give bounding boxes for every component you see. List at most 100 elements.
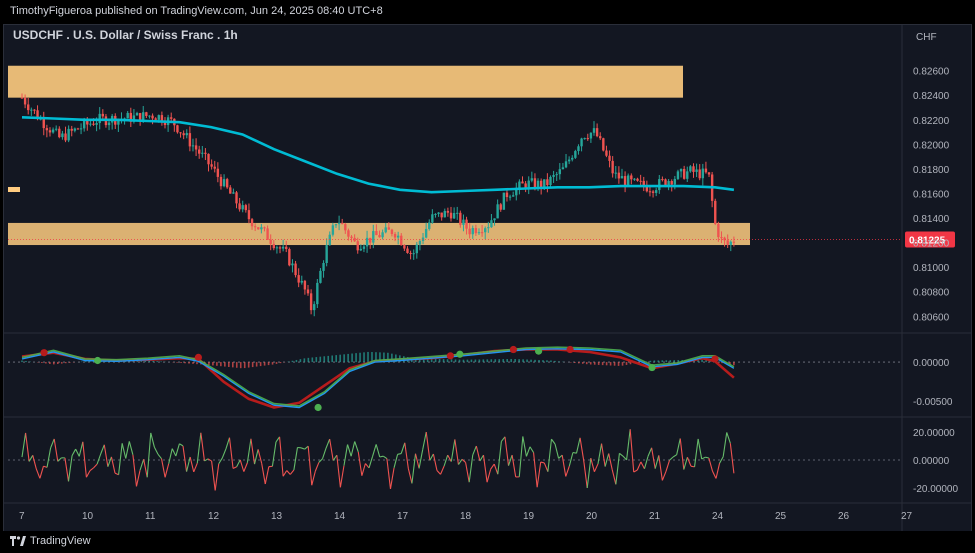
price-tick-label: 0.82200 bbox=[913, 116, 950, 127]
candle-body bbox=[197, 149, 201, 154]
candle-body bbox=[384, 227, 387, 233]
time-tick-label: 20 bbox=[586, 511, 598, 522]
oscillator-segment bbox=[676, 438, 681, 455]
candle-body bbox=[235, 192, 238, 204]
moving-average-line bbox=[21, 116, 735, 194]
oscillator-segment bbox=[35, 468, 41, 479]
candle-body bbox=[530, 178, 534, 181]
oscillator-segment bbox=[590, 458, 595, 472]
oscillator-segment bbox=[282, 470, 288, 477]
candle-body bbox=[300, 280, 303, 283]
oscillator-segment bbox=[264, 466, 270, 485]
oscillator-segment bbox=[318, 458, 323, 463]
oscillator-segment bbox=[461, 458, 466, 463]
oscillator-segment bbox=[726, 432, 731, 444]
oscillator-segment bbox=[110, 456, 116, 474]
candle-body bbox=[499, 204, 502, 210]
oscillator-segment bbox=[186, 456, 191, 472]
candle-body bbox=[574, 151, 577, 158]
oscillator-segment bbox=[189, 456, 195, 473]
candle-body bbox=[524, 183, 527, 189]
oscillator-segment bbox=[715, 463, 721, 479]
chart-svg[interactable]: 0.81225 0.82600 0.82400 0.82200 0.82000 0.81… bbox=[4, 25, 971, 532]
candle-body bbox=[611, 160, 614, 174]
candle-body bbox=[157, 115, 160, 120]
oscillator-segment bbox=[497, 441, 502, 475]
candle-body bbox=[281, 246, 285, 249]
oscillator-segment bbox=[486, 469, 492, 483]
oscillator-segment bbox=[343, 444, 349, 466]
oscillator-segment bbox=[164, 463, 170, 478]
candle-body bbox=[592, 128, 596, 133]
oscillator-segment bbox=[100, 444, 105, 455]
oscillator-segment bbox=[332, 454, 338, 461]
candle-body bbox=[589, 132, 593, 139]
candle-body bbox=[117, 119, 120, 125]
oscillator-segment bbox=[300, 447, 305, 450]
candle-body bbox=[253, 226, 257, 228]
candle-body bbox=[571, 157, 574, 160]
candle-body bbox=[142, 112, 145, 122]
oscillator-segment bbox=[239, 459, 245, 472]
oscillator-segment bbox=[719, 456, 724, 464]
candle-body bbox=[667, 181, 670, 186]
last-price-label: 0.81225 bbox=[909, 236, 946, 247]
tradingview-logo[interactable]: TradingView bbox=[10, 535, 91, 547]
candle-body bbox=[194, 145, 198, 150]
oscillator-segment bbox=[425, 431, 431, 461]
oscillator-segment bbox=[414, 453, 420, 469]
cross-point bbox=[648, 363, 656, 372]
candle-body bbox=[437, 212, 440, 214]
candle-body bbox=[79, 128, 83, 130]
oscillator-segment bbox=[365, 463, 370, 469]
oscillator-segment bbox=[533, 452, 538, 488]
oscillator-segment bbox=[705, 456, 709, 459]
oscillator-segment bbox=[443, 454, 449, 467]
oscillator-segment bbox=[636, 461, 642, 471]
oscillator-segment bbox=[75, 448, 80, 457]
oscillator-segment bbox=[128, 441, 134, 455]
candle-body bbox=[353, 237, 356, 242]
candle-body bbox=[20, 97, 24, 99]
oscillator-segment bbox=[339, 465, 345, 488]
oscillator-segment bbox=[350, 441, 356, 457]
candle-body bbox=[726, 240, 729, 245]
oscillator-segment bbox=[536, 461, 542, 488]
oscillator-segment bbox=[651, 447, 656, 469]
oscillator-segment bbox=[157, 453, 162, 460]
candle-body bbox=[645, 186, 649, 192]
candle-body bbox=[602, 138, 605, 151]
oscillator-segment bbox=[243, 462, 248, 472]
oscillator-segment bbox=[321, 447, 327, 459]
candle-body bbox=[704, 168, 708, 173]
candle-body bbox=[148, 115, 151, 117]
candle-body bbox=[213, 166, 216, 169]
candle-body bbox=[580, 138, 583, 147]
oscillator-segment bbox=[407, 468, 413, 484]
chart-frame[interactable]: 0.81225 0.82600 0.82400 0.82200 0.82000 0.81… bbox=[3, 24, 972, 533]
cross-point bbox=[194, 353, 202, 361]
candle-body bbox=[51, 129, 55, 133]
oscillator-segment bbox=[121, 443, 127, 459]
candle-body bbox=[319, 270, 322, 283]
price-pane[interactable]: 0.81225 bbox=[8, 65, 955, 317]
candle-body bbox=[707, 172, 711, 175]
candle-body bbox=[82, 120, 86, 129]
candle-body bbox=[627, 175, 630, 185]
candle-body bbox=[322, 263, 325, 271]
oscillator-segment bbox=[85, 470, 91, 478]
candle-body bbox=[372, 231, 375, 243]
candle-body bbox=[471, 228, 474, 235]
oscillator-segment bbox=[218, 457, 223, 465]
oscillator-segment bbox=[67, 455, 73, 482]
macd-pane[interactable] bbox=[8, 345, 902, 412]
oscillator-pane[interactable] bbox=[8, 429, 902, 491]
candle-body bbox=[107, 122, 111, 126]
candle-body bbox=[487, 227, 490, 229]
publisher-bar: TimothyFigueroa published on TradingView… bbox=[0, 0, 975, 24]
candle-body bbox=[465, 219, 468, 229]
candle-body bbox=[204, 152, 207, 154]
cross-point bbox=[509, 345, 517, 354]
candle-body bbox=[303, 280, 307, 290]
candle-body bbox=[720, 237, 723, 239]
